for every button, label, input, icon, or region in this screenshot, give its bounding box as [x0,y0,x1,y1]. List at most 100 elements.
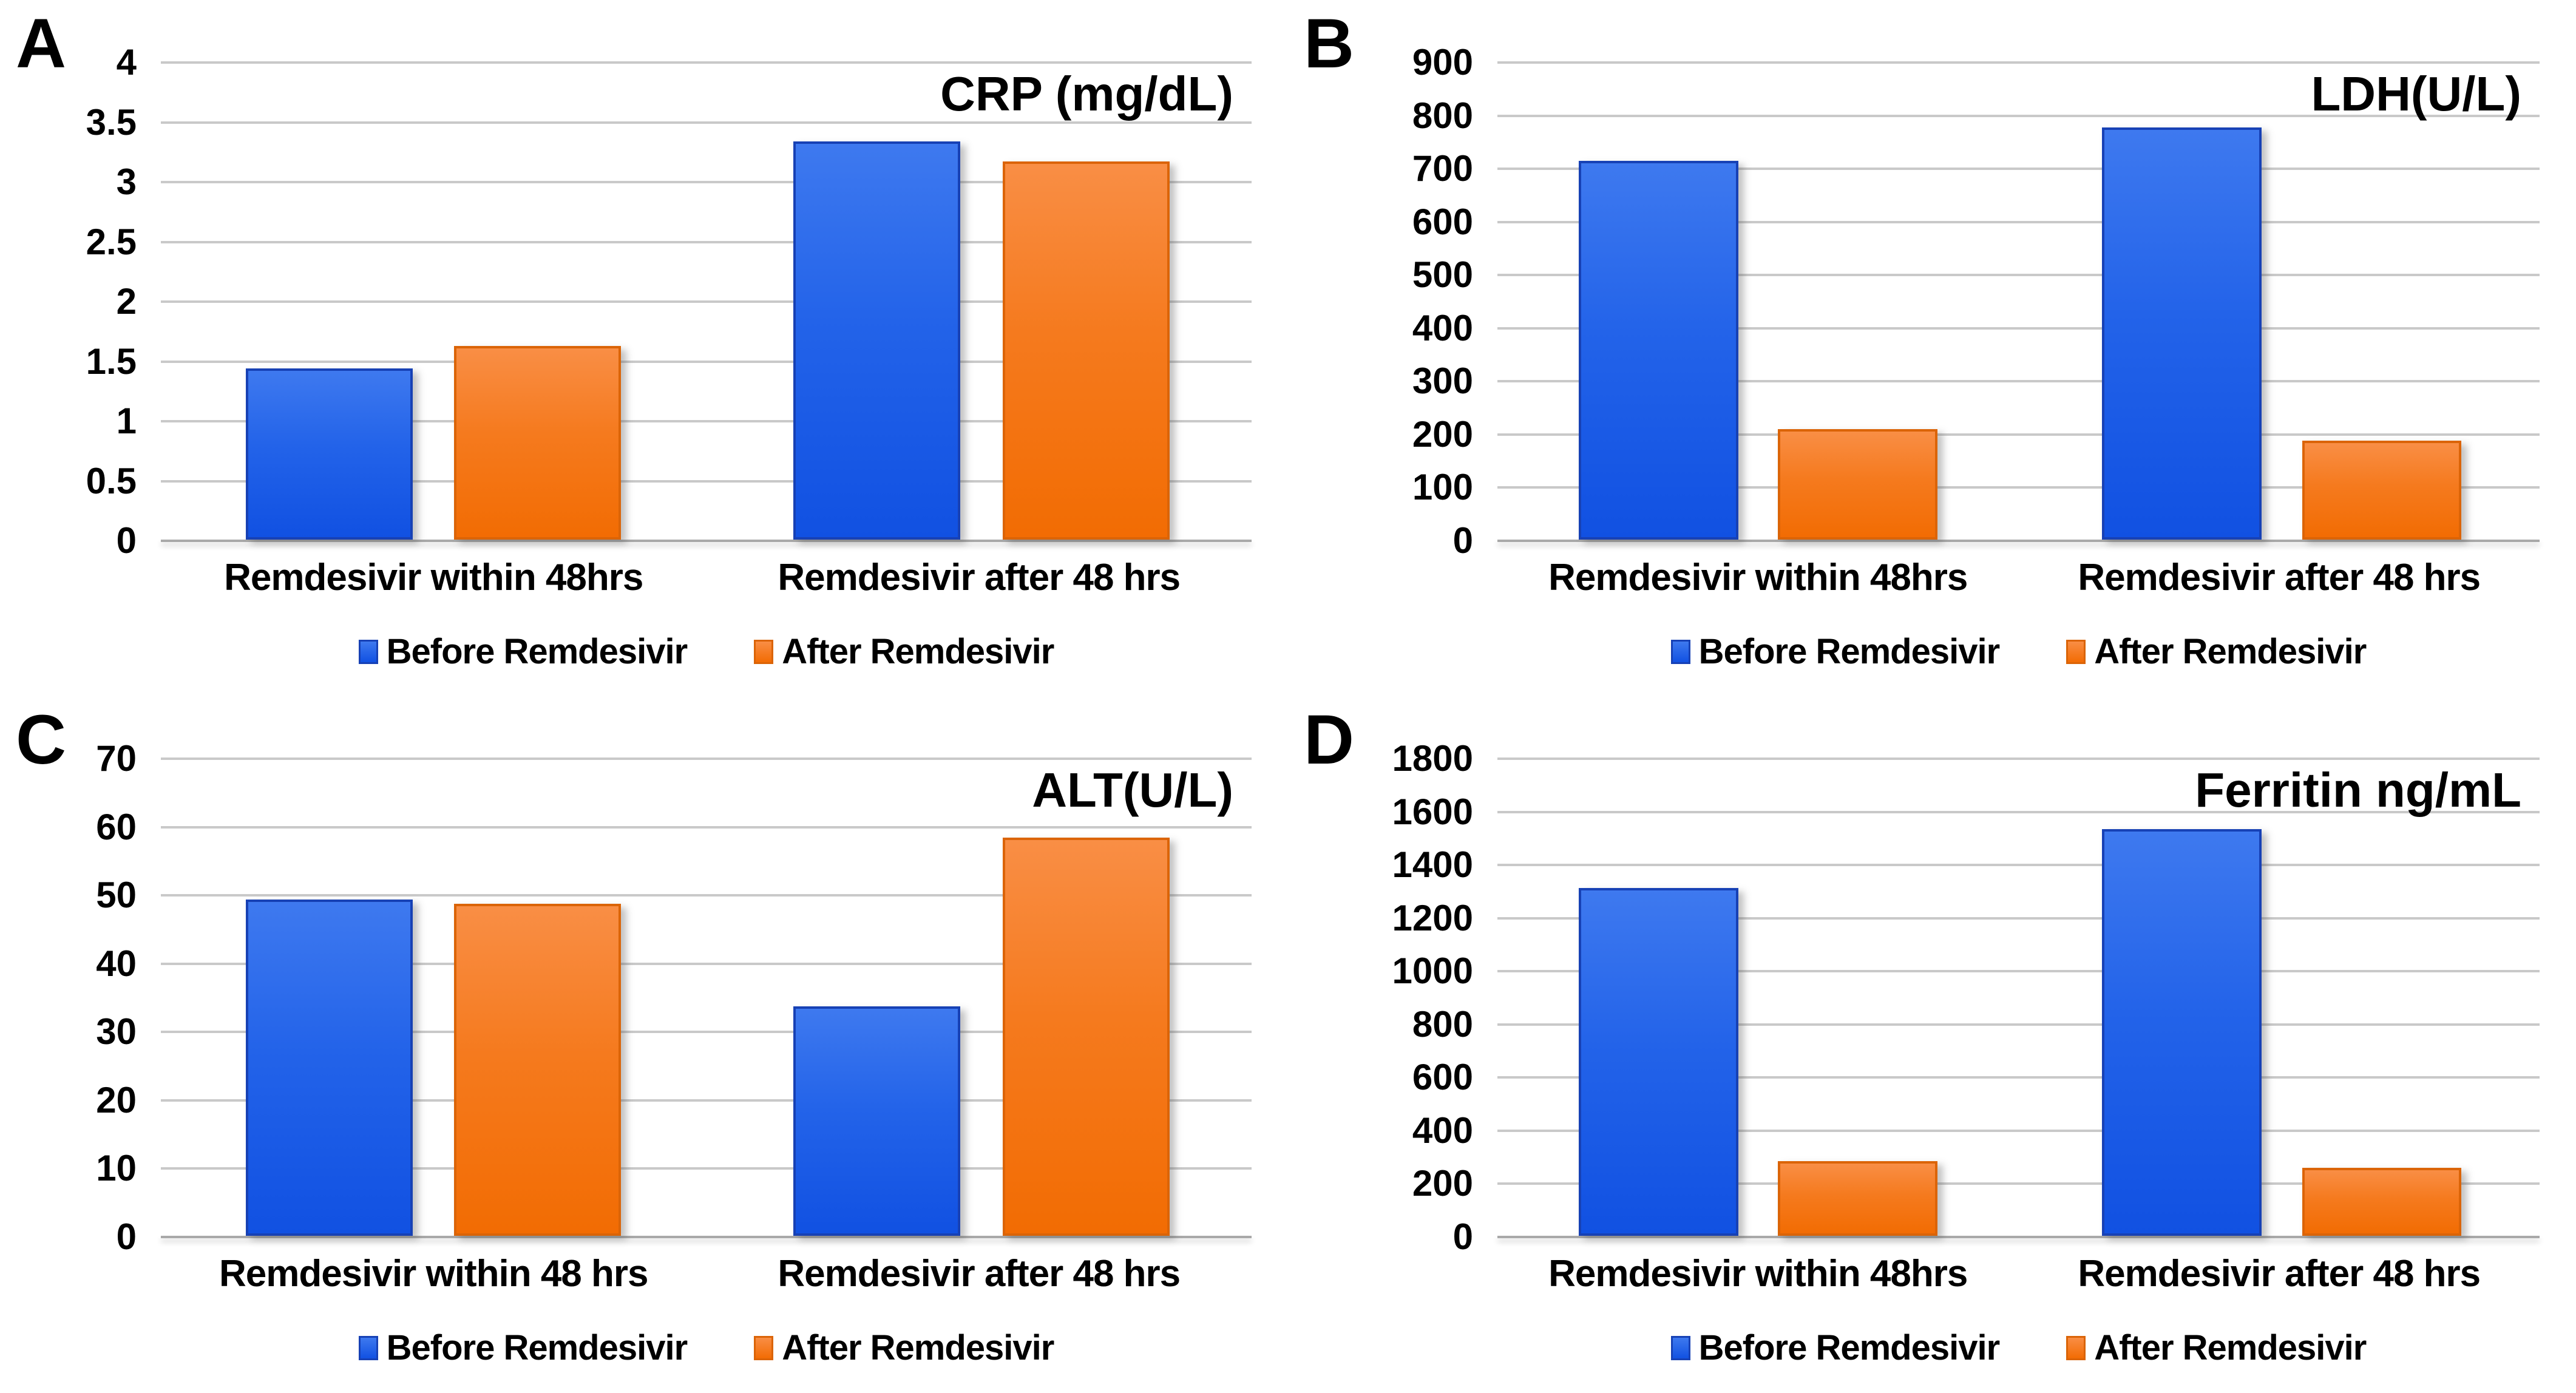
gridline [1497,380,2540,383]
legend: Before Remdesivir After Remdesivir [1497,632,2540,672]
gridline [1497,61,2540,64]
gridline [1497,1182,2540,1185]
x-axis-baseline [161,540,1252,542]
legend-item-after-remdesivir: After Remdesivir [2066,1328,2367,1368]
panel-ferritin: D 1800 1600 1400 1200 1000 800 600 400 200 0 Remde… [1288,696,2576,1393]
gridline [161,360,1252,363]
gridline [161,240,1252,243]
bar-before-remdesivir-group1 [1578,160,1738,540]
legend-label: After Remdesivir [2094,632,2367,671]
gridline [161,825,1252,829]
gridline [161,758,1252,760]
y-tick-label: 1800 [1392,738,1473,779]
gridline [1497,758,2540,760]
orange-legend-swatch-icon [754,1336,774,1360]
category-label: Remdesivir after 48 hrs [2078,1253,2481,1295]
legend-label: Before Remdesivir [386,1328,688,1368]
y-tick-label: 400 [1412,307,1473,348]
y-tick-label: 500 [1412,254,1473,296]
bar-after-remdesivir-group2 [2302,441,2462,540]
gridline [1497,810,2540,813]
legend-label: Before Remdesivir [386,632,688,671]
orange-legend-swatch-icon [2066,1336,2086,1360]
gridline [161,962,1252,965]
y-tick-label: 1 [116,401,137,441]
y-tick-label: 30 [96,1011,137,1052]
y-tick-label: 1000 [1392,951,1473,992]
legend-label: After Remdesivir [2094,1328,2367,1368]
bar-after-remdesivir-group1 [454,345,622,540]
orange-legend-swatch-icon [754,640,774,664]
panel-letter: C [16,701,67,779]
chart-title: ALT(U/L) [1032,763,1233,817]
gridline [161,480,1252,483]
blue-legend-swatch-icon [1670,640,1690,664]
legend-item-before-remdesivir: Before Remdesivir [358,1328,688,1368]
bar-after-remdesivir-group2 [1003,161,1170,540]
gridline [1497,1076,2540,1079]
gridline [161,181,1252,183]
bar-before-remdesivir-group1 [1578,887,1738,1236]
category-label: Remdesivir within 48hrs [1548,557,1968,598]
y-tick-label: 0 [1452,520,1473,561]
y-tick-label: 20 [96,1079,137,1120]
y-tick-label: 0 [116,520,137,561]
chart-title: Ferritin ng/mL [2195,763,2521,817]
x-axis-baseline [1497,1236,2540,1238]
y-tick-label: 200 [1412,1163,1473,1204]
gridline [1497,114,2540,117]
panel-ldh: B 900 800 700 600 500 400 300 200 100 0 Remdesivir… [1288,0,2576,696]
panel-alt: C 70 60 50 40 30 20 10 0 Remdesivir within 48 hr… [0,696,1288,1393]
y-tick-label: 800 [1412,95,1473,136]
plot-area: 4 3.5 3 2.5 2 1.5 1 0.5 0 Remdesivir within 48hrs… [86,42,1252,671]
blue-legend-swatch-icon [358,1336,378,1360]
gridline [161,894,1252,897]
legend: Before Remdesivir After Remdesivir [1497,1328,2540,1368]
y-tick-label: 100 [1412,467,1473,508]
y-tick-label: 1.5 [86,341,137,382]
chart-title: CRP (mg/dL) [940,67,1233,121]
legend-item-before-remdesivir: Before Remdesivir [1670,632,2001,672]
y-tick-label: 400 [1412,1110,1473,1151]
gridline [161,420,1252,422]
gridline [1497,917,2540,920]
gridline [1497,486,2540,489]
category-label: Remdesivir after 48 hrs [778,557,1181,598]
gridline [1497,220,2540,223]
y-tick-label: 2.5 [86,221,137,262]
gridline [1497,433,2540,436]
bar-before-remdesivir-group1 [246,368,413,540]
y-tick-label: 70 [96,738,137,779]
y-tick-label: 300 [1412,361,1473,402]
y-tick-label: 1600 [1392,791,1473,832]
panel-letter: D [1304,701,1355,779]
x-axis-baseline [1497,540,2540,542]
bar-before-remdesivir-group2 [2101,127,2262,540]
y-tick-label: 700 [1412,148,1473,189]
legend-label: Before Remdesivir [1698,1328,2001,1368]
legend-label: After Remdesivir [782,1328,1054,1368]
y-tick-label: 50 [96,875,137,916]
blue-legend-swatch-icon [1670,1336,1690,1360]
legend-item-before-remdesivir: Before Remdesivir [358,632,688,672]
gridline [161,121,1252,124]
bar-before-remdesivir-group2 [793,1006,961,1236]
legend-label: After Remdesivir [782,632,1054,671]
plot-area: 900 800 700 600 500 400 300 200 100 0 Remdesivir w… [1412,42,2540,671]
gridline [1497,970,2540,973]
bar-after-remdesivir-group2 [1003,837,1170,1236]
legend-label: Before Remdesivir [1698,632,2001,671]
legend: Before Remdesivir After Remdesivir [161,1328,1252,1368]
gridline [161,1099,1252,1102]
bar-after-remdesivir-group1 [1777,1161,1937,1236]
panel-letter: B [1304,5,1355,83]
category-label: Remdesivir within 48 hrs [219,1253,648,1295]
y-tick-label: 800 [1412,1003,1473,1045]
y-tick-label: 1200 [1392,897,1473,938]
y-tick-label: 600 [1412,1057,1473,1098]
y-tick-label: 1400 [1392,844,1473,886]
legend: Before Remdesivir After Remdesivir [161,632,1252,672]
y-tick-label: 0.5 [86,460,137,501]
y-tick-label: 10 [96,1148,137,1189]
gridline [1497,1129,2540,1132]
